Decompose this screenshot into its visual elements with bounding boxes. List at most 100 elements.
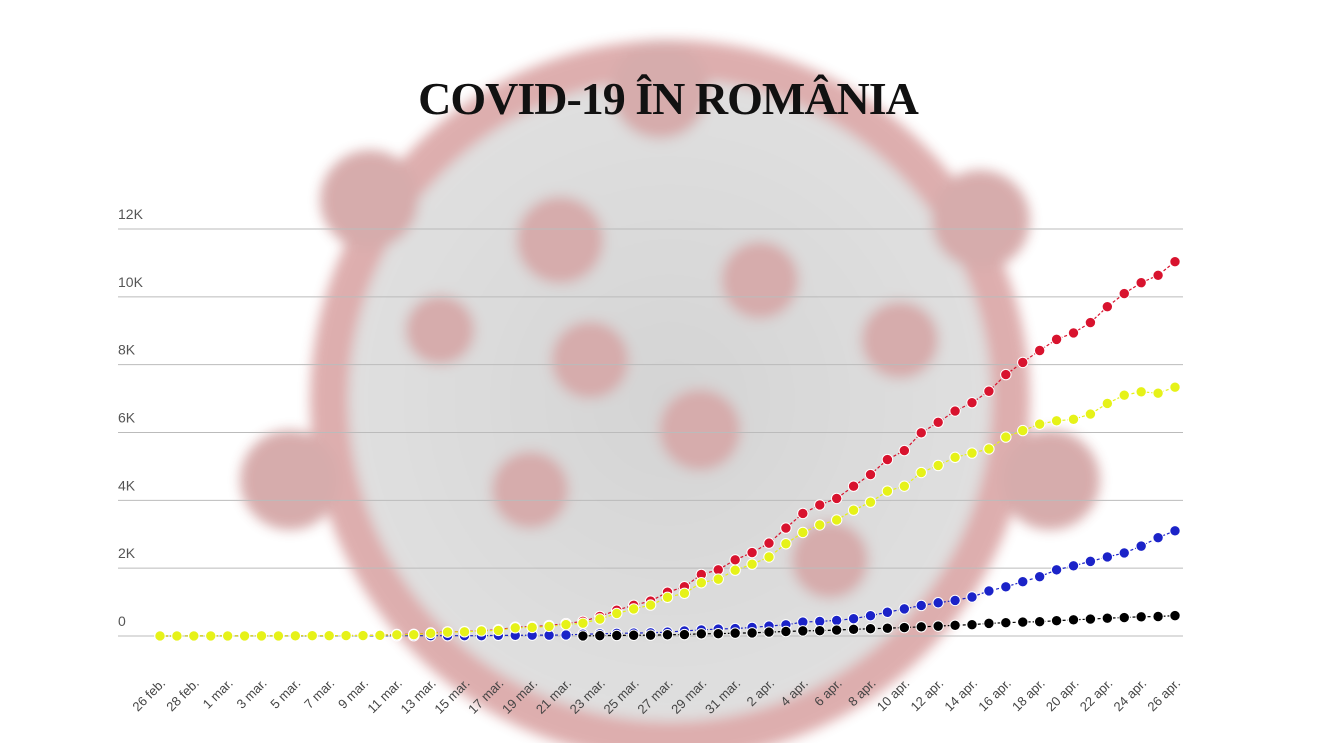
data-point [1067,413,1080,426]
data-point [678,628,691,641]
data-point [746,627,758,639]
data-point [1135,611,1147,623]
data-point [1017,424,1029,437]
data-point [898,621,911,634]
data-point [526,621,538,634]
data-point [1084,613,1097,625]
data-point [729,627,741,639]
y-tick-label: 10K [118,274,144,290]
x-tick-label: 28 feb. [163,676,202,715]
data-point [1101,612,1114,624]
data-point [780,538,792,550]
chart-title: COVID-19 ÎN ROMÂNIA [418,73,919,124]
data-point [983,617,995,630]
data-point [729,564,741,576]
data-point [1067,327,1080,339]
data-point [881,453,894,466]
data-point [627,629,640,641]
data-point [1084,316,1097,329]
data-point [1152,531,1164,544]
x-tick-label: 3 mar. [233,676,269,712]
data-point [306,630,318,642]
data-point [424,627,437,639]
data-point [594,613,606,625]
data-point [983,585,995,597]
data-point [949,451,961,464]
data-point [611,607,623,620]
data-point [797,507,809,520]
data-point [408,628,420,641]
data-point [763,626,775,638]
data-point [458,626,471,638]
data-point [830,514,843,526]
data-point [780,522,792,534]
data-point [509,622,521,634]
data-point [1084,555,1097,568]
data-point [221,630,234,642]
data-point [255,630,268,642]
x-tick-label: 12 apr. [908,676,947,715]
data-point [763,551,775,563]
data-point [1050,333,1063,346]
data-point [949,405,961,417]
x-tick-label: 14 apr. [941,676,980,715]
data-point [949,594,961,607]
data-point [1169,255,1181,268]
data-point [391,629,403,641]
data-point [746,558,758,570]
series-line [582,615,1176,637]
x-tick-label: 13 mar. [398,676,439,717]
y-tick-label: 4K [118,477,136,493]
data-point [712,627,724,640]
data-point [661,591,674,604]
data-point [1135,540,1147,552]
data-point [864,623,877,635]
data-point [1118,611,1130,624]
y-tick-label: 8K [118,342,136,358]
data-point [611,629,623,642]
data-point [814,519,826,531]
data-point [983,443,995,455]
data-point [932,459,944,472]
data-point [864,468,877,481]
data-point [780,625,792,638]
y-tick-label: 2K [118,545,136,561]
data-point [475,625,488,637]
data-point [966,618,978,631]
data-point [154,630,166,642]
data-point [915,621,927,633]
x-tick-label: 1 mar. [200,676,236,712]
data-point [1000,617,1012,629]
data-point [1000,581,1012,593]
data-point [1067,560,1080,572]
x-tick-label: 22 apr. [1077,676,1116,715]
x-tick-label: 26 apr. [1144,676,1183,715]
data-point [746,546,758,559]
data-point [323,630,335,642]
data-point [340,629,352,642]
data-point [847,504,860,516]
data-point [188,630,200,642]
x-tick-label: 18 apr. [1009,676,1048,715]
data-point [898,444,911,457]
x-tick-label: 24 apr. [1111,676,1150,715]
x-tick-label: 16 apr. [975,676,1014,715]
data-point [881,622,894,634]
data-point [881,485,894,497]
data-point [1135,276,1147,289]
data-point [205,630,217,642]
data-point [797,625,809,637]
x-tick-label: 26 feb. [129,676,168,715]
data-point [932,416,944,429]
data-point [949,619,961,631]
data-point [1050,564,1063,576]
data-point [932,620,944,632]
data-point [847,613,860,625]
data-point [594,629,606,642]
data-point [932,597,944,609]
data-point [272,630,285,642]
data-point [1135,386,1147,398]
data-point [915,599,927,612]
data-point [644,629,657,641]
